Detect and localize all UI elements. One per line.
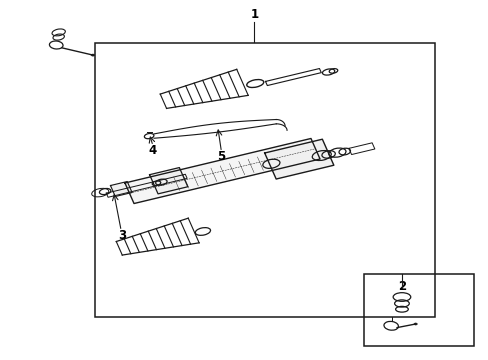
- Bar: [364, 274, 473, 346]
- Polygon shape: [264, 139, 333, 179]
- Text: 5: 5: [217, 150, 225, 163]
- Text: 3: 3: [118, 229, 126, 242]
- Polygon shape: [149, 167, 187, 194]
- Ellipse shape: [91, 54, 95, 56]
- Bar: [95, 43, 434, 317]
- Text: 2: 2: [397, 280, 405, 293]
- Ellipse shape: [413, 323, 417, 325]
- Polygon shape: [125, 139, 319, 203]
- Text: 4: 4: [149, 144, 157, 157]
- Polygon shape: [110, 181, 132, 197]
- Text: 1: 1: [250, 8, 258, 21]
